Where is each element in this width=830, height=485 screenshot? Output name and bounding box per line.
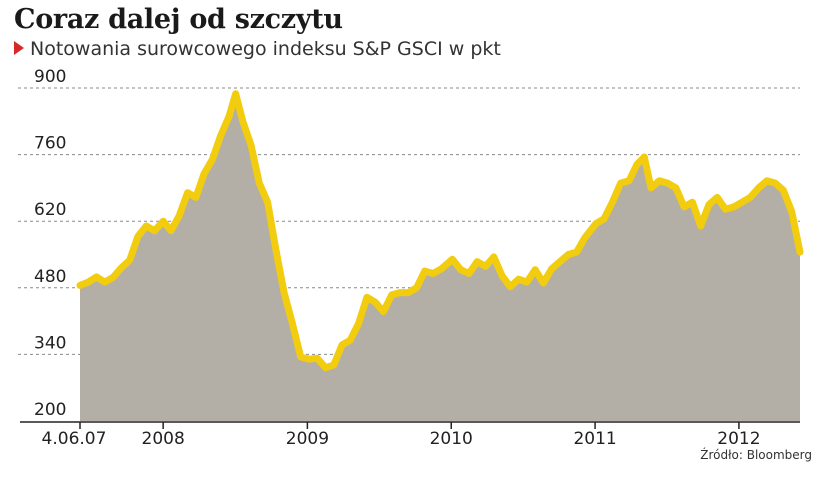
x-tick-label: 4.06.07 [42,429,107,449]
chart-subtitle: Notowania surowcowego indeksu S&P GSCI w… [14,38,501,60]
x-tick-label: 2009 [286,429,329,449]
red-triangle-icon [14,41,24,55]
x-tick-label: 2008 [142,429,185,449]
subtitle-text: Notowania surowcowego indeksu S&P GSCI w… [30,38,501,60]
x-tick-label: 2011 [573,429,616,449]
y-tick-label: 200 [34,400,66,420]
source-note: Źródło: Bloomberg [700,448,812,462]
y-tick-label: 480 [34,267,66,287]
y-tick-label: 620 [34,200,66,220]
x-axis: 4.06.07 2008 2009 2010 2011 2012 [20,421,800,449]
y-tick-label: 900 [34,67,66,87]
x-tick-label: 2010 [430,429,473,449]
y-tick-labels: 200 340 480 620 760 900 [34,67,66,420]
y-tick-label: 340 [34,333,66,353]
x-tick-label: 2012 [717,429,760,449]
index-line [76,90,804,372]
chart-title: Coraz dalej od szczytu [14,4,343,35]
index-area [80,93,800,421]
y-tick-label: 760 [34,134,66,154]
